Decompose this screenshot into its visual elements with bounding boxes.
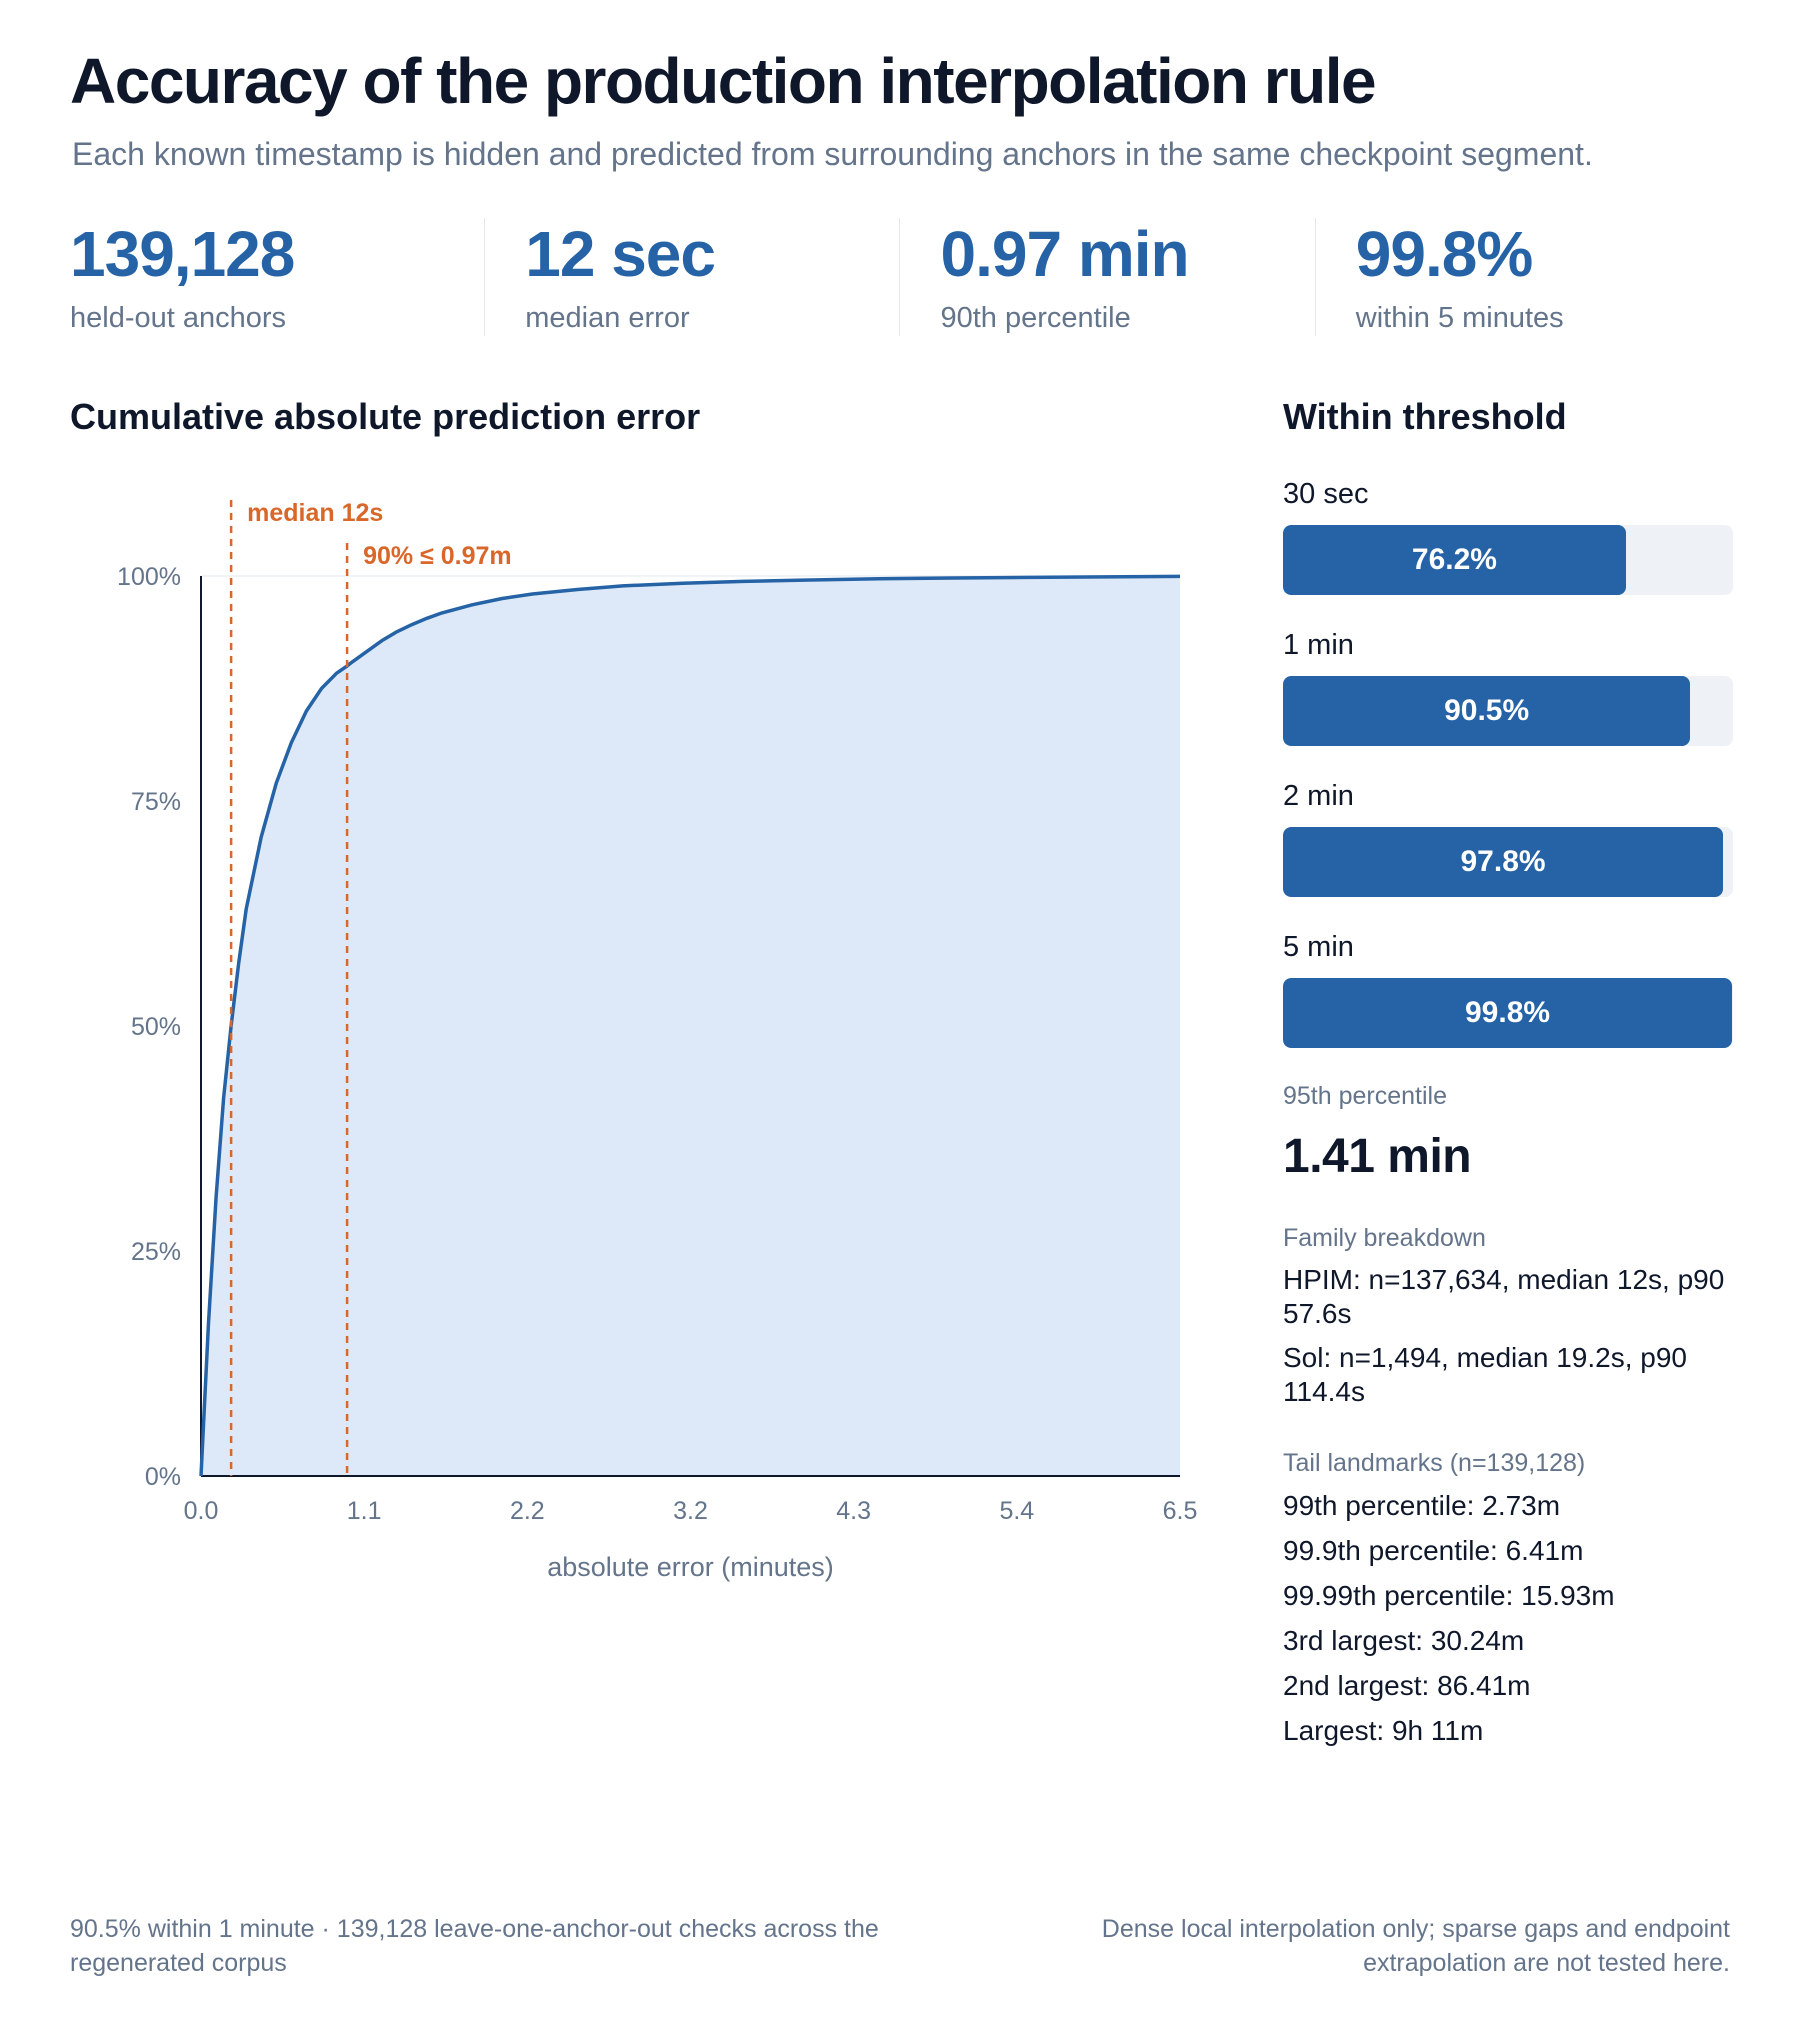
threshold-label: 30 sec bbox=[1283, 478, 1369, 510]
kpi-within-5-minutes: 99.8% within 5 minutes bbox=[1314, 218, 1730, 336]
y-tick-label: 100% bbox=[117, 563, 181, 591]
kpi-label: held-out anchors bbox=[70, 302, 287, 334]
family-item: Sol: n=1,494, median 19.2s, p90 114.4s bbox=[1283, 1342, 1687, 1407]
kpi-strip: 139,128 held-out anchors 12 sec median e… bbox=[70, 218, 1730, 336]
threshold-bar-fill: 76.2% bbox=[1283, 525, 1626, 595]
threshold-row: 1 min 90.5% bbox=[1283, 629, 1733, 746]
kpi-value: 0.97 min bbox=[940, 218, 1189, 290]
tail-item: 99.99th percentile: 15.93m bbox=[1283, 1580, 1615, 1611]
y-tick-label: 75% bbox=[131, 788, 181, 816]
threshold-bar-fill: 97.8% bbox=[1283, 827, 1724, 897]
chart-title: Cumulative absolute prediction error bbox=[70, 396, 701, 437]
x-tick-label: 6.5 bbox=[1163, 1497, 1198, 1525]
kpi-held-out-anchors: 139,128 held-out anchors bbox=[70, 218, 484, 336]
threshold-label: 5 min bbox=[1283, 931, 1354, 963]
threshold-bar-track: 76.2% bbox=[1283, 525, 1733, 595]
x-axis-label: absolute error (minutes) bbox=[547, 1552, 834, 1582]
tail-landmarks-label: Tail landmarks (n=139,128) bbox=[1283, 1449, 1586, 1477]
kpi-label: 90th percentile bbox=[940, 302, 1131, 334]
x-tick-label: 1.1 bbox=[347, 1497, 382, 1525]
threshold-bar-track: 99.8% bbox=[1283, 978, 1733, 1048]
p95-value: 1.41 min bbox=[1283, 1130, 1472, 1183]
kpi-value: 99.8% bbox=[1355, 218, 1533, 290]
threshold-bars: 30 sec 76.2% 1 min 90.5% 2 min 97.8% 5 min 99.8… bbox=[1283, 478, 1733, 1048]
y-tick-label: 25% bbox=[131, 1238, 181, 1266]
cumulative-error-chart: 0% 25% 50% 75% 100% 0.0 1.1 2.2 3.2 4.3 5.4 6.5 medi… bbox=[117, 499, 1198, 1582]
threshold-bar-track: 97.8% bbox=[1283, 827, 1733, 897]
tail-item: 3rd largest: 30.24m bbox=[1283, 1625, 1525, 1656]
cdf-line bbox=[199, 574, 1181, 1477]
footer-note-left: 90.5% within 1 minute · 139,128 leave-on… bbox=[70, 1915, 879, 1977]
threshold-label: 2 min bbox=[1283, 780, 1354, 812]
tail-item: 99.9th percentile: 6.41m bbox=[1283, 1535, 1584, 1566]
page-title: Accuracy of the production interpolation… bbox=[70, 45, 1377, 117]
tail-item: Largest: 9h 11m bbox=[1283, 1715, 1484, 1746]
threshold-bar-fill: 99.8% bbox=[1283, 978, 1733, 1048]
kpi-value: 12 sec bbox=[525, 218, 716, 290]
threshold-row: 2 min 97.8% bbox=[1283, 780, 1733, 897]
marker-label: 90% ≤ 0.97m bbox=[363, 542, 512, 570]
family-breakdown-label: Family breakdown bbox=[1283, 1224, 1486, 1252]
page-subtitle: Each known timestamp is hidden and predi… bbox=[72, 136, 1593, 172]
threshold-bar-fill: 90.5% bbox=[1283, 676, 1691, 746]
x-tick-label: 0.0 bbox=[184, 1497, 219, 1525]
marker-label: median 12s bbox=[247, 499, 383, 527]
threshold-value: 99.8% bbox=[1465, 996, 1551, 1029]
threshold-panel-title: Within threshold bbox=[1283, 396, 1567, 437]
x-tick-label: 5.4 bbox=[999, 1497, 1034, 1525]
tail-item: 99th percentile: 2.73m bbox=[1283, 1490, 1561, 1521]
x-tick-label: 4.3 bbox=[836, 1497, 871, 1525]
footer-note-right: Dense local interpolation only; sparse g… bbox=[1101, 1915, 1730, 1977]
tail-item: 2nd largest: 86.41m bbox=[1283, 1670, 1531, 1701]
threshold-label: 1 min bbox=[1283, 629, 1354, 661]
kpi-median-error: 12 sec median error bbox=[484, 218, 899, 336]
family-item: HPIM: n=137,634, median 12s, p90 57.6s bbox=[1283, 1264, 1725, 1329]
threshold-panel: Within threshold 30 sec 76.2% 1 min 90.5% 2 … bbox=[1283, 396, 1733, 1748]
y-tick-label: 50% bbox=[131, 1013, 181, 1041]
threshold-value: 97.8% bbox=[1460, 845, 1546, 878]
y-tick-label: 0% bbox=[145, 1463, 181, 1491]
kpi-90th-percentile: 0.97 min 90th percentile bbox=[899, 218, 1314, 336]
kpi-label: median error bbox=[525, 302, 690, 334]
threshold-value: 76.2% bbox=[1411, 543, 1497, 576]
kpi-label: within 5 minutes bbox=[1355, 302, 1564, 334]
kpi-value: 139,128 bbox=[70, 218, 295, 290]
x-tick-label: 3.2 bbox=[673, 1497, 708, 1525]
threshold-bar-track: 90.5% bbox=[1283, 676, 1733, 746]
cdf-area bbox=[201, 576, 1180, 1476]
threshold-row: 5 min 99.8% bbox=[1283, 931, 1733, 1048]
p95-label: 95th percentile bbox=[1283, 1082, 1448, 1110]
threshold-value: 90.5% bbox=[1444, 694, 1530, 727]
x-tick-label: 2.2 bbox=[510, 1497, 545, 1525]
threshold-row: 30 sec 76.2% bbox=[1283, 478, 1733, 595]
